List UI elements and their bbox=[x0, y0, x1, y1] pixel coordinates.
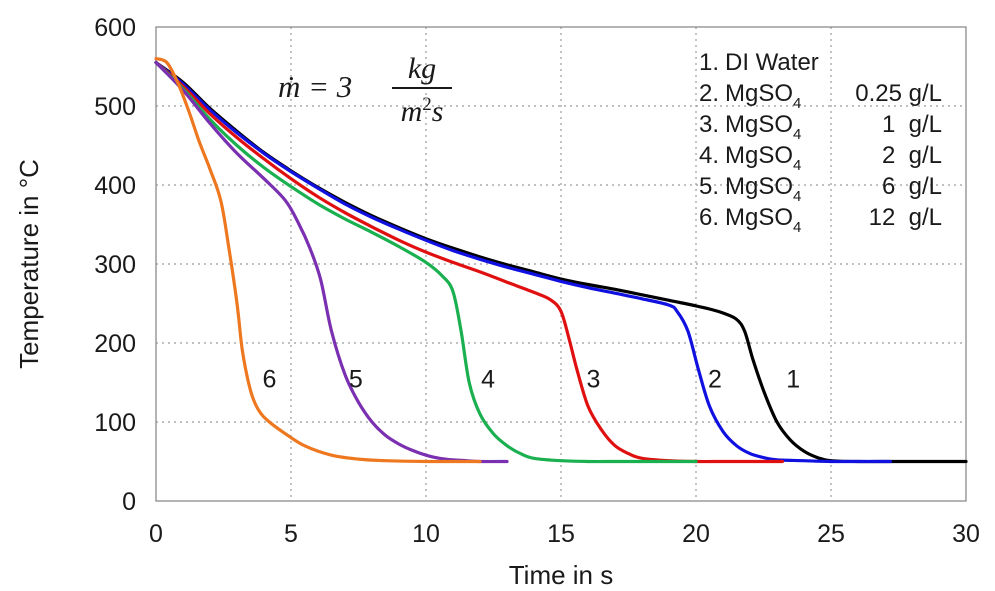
legend-name: MgSO4 bbox=[725, 142, 801, 174]
legend-entry: 1. DI Water bbox=[699, 49, 819, 76]
series-line-2 bbox=[154, 60, 892, 464]
legend-index: 3. bbox=[699, 111, 719, 138]
formula-denominator: m2s bbox=[401, 94, 444, 128]
x-tick-label: 5 bbox=[284, 520, 298, 548]
curve-label-5: 5 bbox=[349, 366, 363, 394]
y-tick-label: 0 bbox=[122, 488, 136, 516]
series-line-6 bbox=[154, 57, 482, 464]
mass-flux-formula: ṁ = 3 kg m2s bbox=[278, 52, 452, 128]
x-tick-label: 0 bbox=[149, 520, 163, 548]
legend-name: MgSO4 bbox=[725, 204, 801, 236]
x-tick-label: 15 bbox=[547, 520, 575, 548]
curve-label-6: 6 bbox=[262, 366, 276, 394]
legend-index: 5. bbox=[699, 173, 719, 200]
curve-labels: 1 2 3 4 5 6 bbox=[262, 366, 800, 394]
y-tick-label: 300 bbox=[94, 251, 136, 279]
legend-entry: 5. MgSO4 6 g/L bbox=[699, 173, 942, 205]
y-tick-label: 200 bbox=[94, 330, 136, 358]
legend-name: MgSO4 bbox=[725, 173, 801, 205]
legend-entry: 2. MgSO4 0.25 g/L bbox=[699, 80, 942, 112]
legend-entry: 4. MgSO4 2 g/L bbox=[699, 142, 942, 174]
legend-concentration: 6 g/L bbox=[882, 173, 942, 200]
legend-concentration: 2 g/L bbox=[882, 142, 942, 169]
legend-name: MgSO4 bbox=[725, 80, 801, 112]
y-tick-label: 100 bbox=[94, 409, 136, 437]
curve-label-4: 4 bbox=[481, 366, 495, 394]
y-tick-label: 400 bbox=[94, 172, 136, 200]
curve-label-1: 1 bbox=[786, 366, 800, 394]
formula-lhs: ṁ = 3 bbox=[278, 69, 352, 104]
series-line-3 bbox=[154, 60, 784, 464]
x-tick-label: 10 bbox=[412, 520, 440, 548]
legend-index: 4. bbox=[699, 142, 719, 169]
legend-name: DI Water bbox=[725, 49, 819, 76]
curve-label-2: 2 bbox=[708, 366, 722, 394]
legend-index: 6. bbox=[699, 204, 719, 231]
legend-entry: 6. MgSO4 12 g/L bbox=[699, 204, 942, 236]
curve-label-3: 3 bbox=[586, 366, 600, 394]
legend-name: MgSO4 bbox=[725, 111, 801, 143]
grid bbox=[156, 27, 966, 501]
series-line-4 bbox=[154, 60, 698, 464]
legend-concentration: 0.25 g/L bbox=[855, 80, 942, 107]
y-tick-label: 500 bbox=[94, 93, 136, 121]
x-tick-label: 30 bbox=[952, 520, 980, 548]
legend-entry: 3. MgSO4 1 g/L bbox=[699, 111, 942, 143]
plot-frame bbox=[155, 26, 967, 502]
y-axis-title: Temperature in °C bbox=[14, 159, 44, 369]
legend-concentration: 12 g/L bbox=[869, 204, 942, 231]
legend-concentration: 1 g/L bbox=[882, 111, 942, 138]
series-group bbox=[154, 57, 968, 464]
x-tick-label: 25 bbox=[817, 520, 845, 548]
x-axis-title: Time in s bbox=[509, 560, 614, 590]
legend-index: 1. bbox=[699, 49, 719, 76]
formula-numerator: kg bbox=[408, 52, 436, 85]
legend-index: 2. bbox=[699, 80, 719, 107]
x-tick-label: 20 bbox=[682, 520, 710, 548]
series-line-5 bbox=[154, 60, 509, 464]
y-tick-label: 600 bbox=[94, 14, 136, 42]
